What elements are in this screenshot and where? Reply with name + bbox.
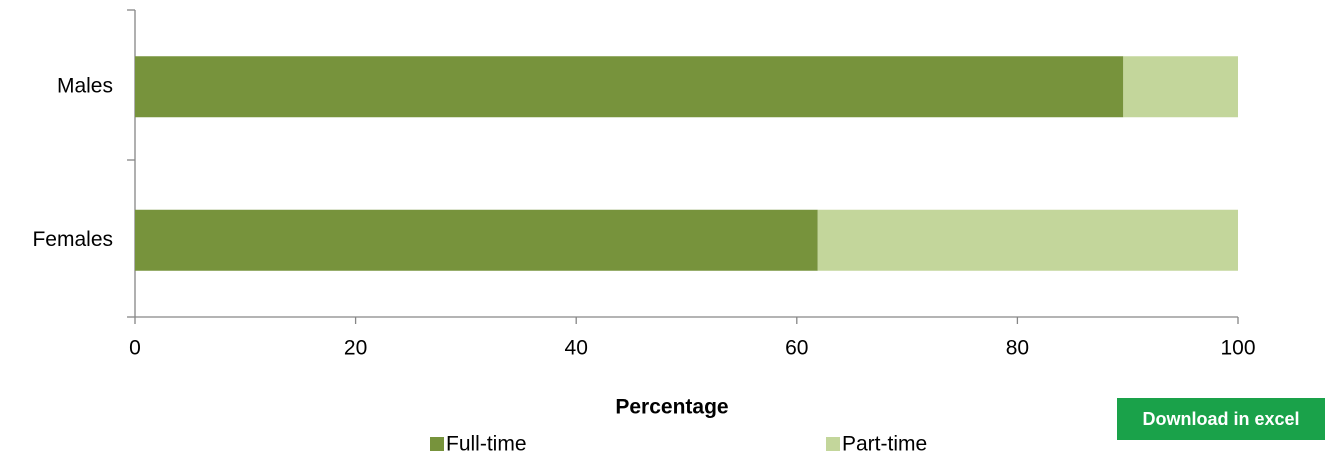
- x-tick-label: 0: [129, 337, 141, 360]
- bar-segment: [817, 209, 1238, 271]
- y-tick-label: Females: [32, 228, 113, 251]
- x-tick-label: 40: [565, 337, 588, 360]
- x-tick-label: 20: [344, 337, 367, 360]
- download-button[interactable]: Download in excel: [1117, 398, 1325, 440]
- bar-segment: [135, 209, 818, 271]
- bar-segment: [1123, 56, 1238, 118]
- y-tick-label: Males: [57, 74, 113, 97]
- x-tick-label: 60: [785, 337, 808, 360]
- legend-swatch: [430, 437, 444, 451]
- legend-label: Part-time: [842, 433, 927, 456]
- x-tick-label: 80: [1006, 337, 1029, 360]
- legend-swatch: [826, 437, 840, 451]
- bar-segment: [135, 56, 1124, 118]
- legend-label: Full-time: [446, 433, 527, 456]
- x-tick-label: 100: [1220, 337, 1255, 360]
- x-axis-title: Percentage: [615, 396, 728, 419]
